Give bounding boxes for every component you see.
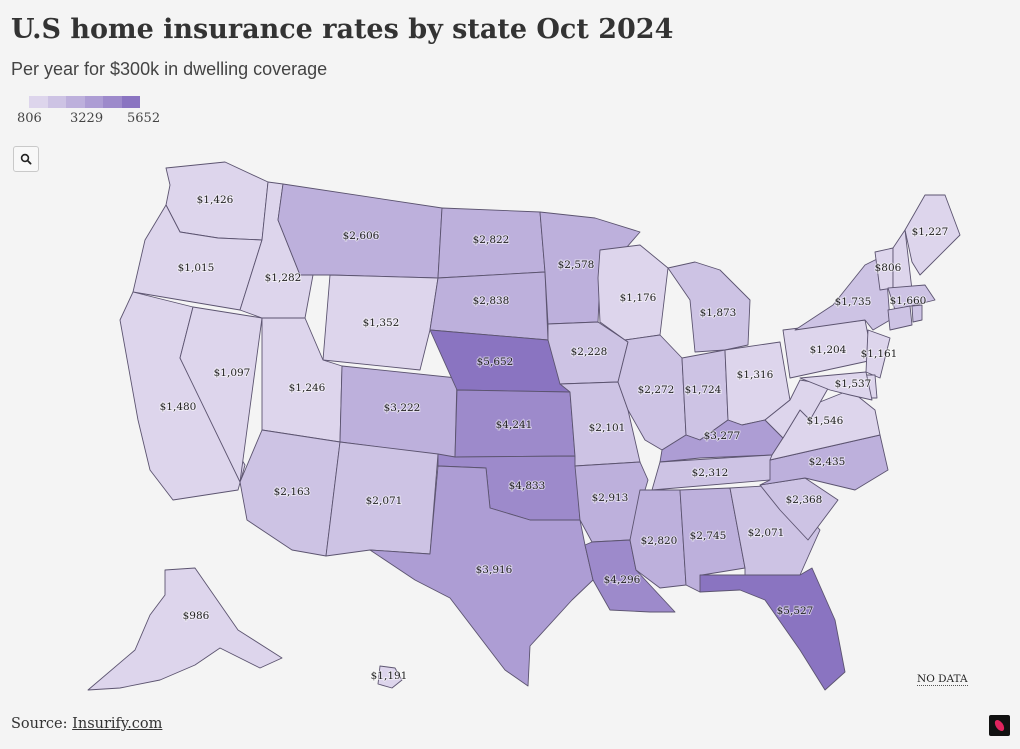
- legend-swatch: [47, 96, 66, 108]
- source-link[interactable]: Insurify.com: [72, 716, 163, 732]
- rate-label-id: $1,282: [265, 272, 302, 284]
- legend-swatch: [66, 96, 85, 108]
- legend-swatch: [121, 96, 140, 108]
- state-ak[interactable]: [87, 567, 283, 691]
- search-icon: [20, 153, 32, 165]
- rate-label-oh: $1,316: [737, 369, 774, 381]
- rate-label-ms: $2,820: [641, 535, 678, 547]
- rate-label-mi: $1,873: [700, 307, 737, 319]
- chart-title: U.S home insurance rates by state Oct 20…: [11, 14, 674, 45]
- chart-subtitle: Per year for $300k in dwelling coverage: [11, 59, 328, 79]
- rate-label-ks: $4,241: [496, 419, 533, 431]
- legend-swatch: [103, 96, 122, 108]
- state-wv[interactable]: [764, 379, 831, 439]
- legend-mid-label: 3229: [70, 111, 104, 126]
- rate-label-or: $1,015: [178, 262, 215, 274]
- state-nj[interactable]: [865, 329, 891, 379]
- state-il[interactable]: [617, 334, 687, 451]
- rate-label-nv: $1,097: [214, 367, 251, 379]
- rate-label-ny: $1,735: [835, 296, 872, 308]
- rate-label-md: $1,537: [835, 378, 872, 390]
- state-nc[interactable]: [759, 434, 889, 491]
- state-wy[interactable]: [322, 274, 439, 371]
- rate-label-me: $1,227: [912, 226, 949, 238]
- rate-label-ak: $986: [183, 610, 210, 622]
- rate-label-ar: $2,913: [592, 492, 629, 504]
- legend-min-label: 806: [17, 111, 42, 126]
- rate-label-al: $2,745: [690, 530, 727, 542]
- rate-label-ga: $2,071: [748, 527, 785, 539]
- rate-label-nm: $2,071: [366, 495, 403, 507]
- rate-label-tx: $3,916: [476, 564, 513, 576]
- legend-swatch: [84, 96, 103, 108]
- rate-label-fl: $5,527: [777, 605, 814, 617]
- rate-label-mn: $2,578: [558, 259, 595, 271]
- rate-label-sd: $2,838: [473, 295, 510, 307]
- state-ct[interactable]: [887, 305, 913, 331]
- rate-label-ky: $3,277: [704, 430, 741, 442]
- no-data-label: NO DATA: [917, 673, 968, 686]
- rate-label-mt: $2,606: [343, 230, 380, 242]
- state-tx[interactable]: [369, 465, 594, 687]
- rate-label-ok: $4,833: [509, 480, 546, 492]
- state-hi[interactable]: [377, 665, 403, 689]
- state-fl[interactable]: [699, 567, 846, 691]
- rate-label-ia: $2,228: [571, 346, 608, 358]
- legend-swatch: [29, 96, 48, 108]
- state-mi[interactable]: [667, 261, 751, 353]
- rate-label-ut: $1,246: [289, 382, 326, 394]
- rate-label-il: $2,272: [638, 384, 675, 396]
- legend-max-label: 5652: [127, 111, 161, 126]
- brand-logo: [989, 715, 1010, 736]
- rate-label-wi: $1,176: [620, 292, 657, 304]
- state-me[interactable]: [904, 194, 961, 276]
- source-line: Source: Insurify.com: [11, 716, 162, 732]
- rate-label-pa: $1,204: [810, 344, 847, 356]
- zoom-button[interactable]: [13, 146, 39, 172]
- rate-label-az: $2,163: [274, 486, 311, 498]
- rate-label-in: $1,724: [685, 384, 722, 396]
- state-md[interactable]: [799, 371, 873, 401]
- state-ri[interactable]: [911, 304, 923, 323]
- rate-label-vt: $806: [875, 262, 902, 274]
- rate-label-ca: $1,480: [160, 401, 197, 413]
- rate-label-hi: $1,191: [371, 670, 408, 682]
- rate-label-nj: $1,161: [861, 348, 898, 360]
- rate-label-mo: $2,101: [589, 422, 626, 434]
- rate-label-va: $1,546: [807, 415, 844, 427]
- labels-layer: $1,426 $1,015 $1,480 $1,097 $1,282 $2,606 $1,3…: [159, 193, 950, 683]
- states-layer: [87, 161, 961, 691]
- rate-label-co: $3,222: [384, 402, 421, 414]
- rate-label-ma: $1,660: [890, 295, 927, 307]
- rate-label-nd: $2,822: [473, 234, 510, 246]
- rate-label-wa: $1,426: [197, 194, 234, 206]
- rate-label-nc: $2,435: [809, 456, 846, 468]
- rate-label-wy: $1,352: [363, 317, 400, 329]
- rate-label-sc: $2,368: [786, 494, 823, 506]
- color-legend: 806 3229 5652: [17, 96, 167, 130]
- rate-label-tn: $2,312: [692, 467, 729, 479]
- source-prefix: Source:: [11, 716, 68, 732]
- rate-label-ne: $5,652: [477, 356, 514, 368]
- rate-label-la: $4,296: [604, 574, 641, 586]
- state-ma[interactable]: [887, 284, 936, 311]
- legend-color-scale: [29, 96, 140, 108]
